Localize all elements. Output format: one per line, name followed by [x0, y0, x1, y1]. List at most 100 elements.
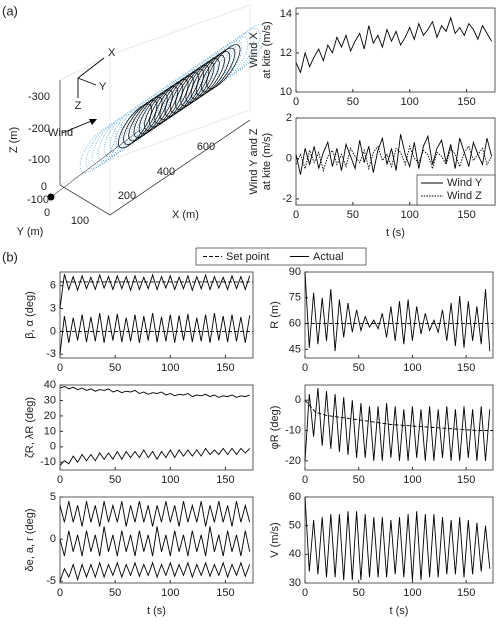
y-tick-label: 3 [50, 302, 56, 314]
y-tick-label: -100 [27, 194, 49, 206]
plot-frame [59, 384, 254, 471]
x-tick-label: 50 [347, 96, 359, 108]
x-tick-label: 50 [109, 587, 121, 599]
x-tick-label: 150 [216, 362, 234, 374]
plot-frame [304, 271, 494, 359]
flight-cloud [109, 106, 147, 153]
x-tick-label: 100 [403, 587, 421, 599]
y-tick-label: 0 [50, 325, 56, 337]
x-tick-label: 100 [161, 587, 179, 599]
x-tick-label: 0 [57, 587, 63, 599]
flight-cloud [133, 89, 171, 137]
z-tick-label: -300 [28, 91, 50, 103]
y-tick-label: -20 [285, 455, 301, 467]
y-axis-label: Wind Y and Z [248, 128, 260, 195]
x-tick-label: 150 [216, 587, 234, 599]
kite-loop [206, 44, 241, 89]
y-tick-label: -5 [46, 575, 56, 587]
y-tick-label: 75 [289, 292, 301, 304]
x-axis-label: t (s) [390, 605, 409, 617]
y-axis-label: at kite (m/s) [261, 133, 273, 190]
chart-legend [416, 174, 496, 206]
flight-cloud [139, 85, 177, 133]
x-tick-label: 50 [353, 587, 365, 599]
y-tick-label: 30 [289, 577, 301, 589]
series-line [59, 273, 251, 309]
plot-frame [295, 7, 496, 93]
scene-3d [47, 4, 267, 216]
flight-cloud [85, 122, 123, 170]
y-tick-label: 90 [289, 266, 301, 278]
annotation: X [108, 47, 116, 59]
y-tick-label: 10 [280, 86, 292, 98]
series-line [304, 399, 493, 431]
flight-cloud [217, 32, 255, 80]
y-axis-label: β, α (deg) [24, 291, 36, 339]
y-tick-label: 40 [289, 548, 301, 560]
y-tick-label: 0 [44, 207, 50, 219]
x-tick-label: 0 [57, 474, 63, 486]
y-tick-label: 12 [280, 47, 292, 59]
flight-cloud [223, 28, 261, 75]
x-axis-label: t (s) [386, 227, 405, 239]
x-axis-label: X (m) [172, 209, 199, 221]
x-tick-label: 100 [401, 96, 419, 108]
y-tick-label: 6 [50, 280, 56, 292]
kite-loop [190, 54, 225, 100]
legend-label: Wind Z [447, 190, 482, 202]
x-axis-label: t (s) [147, 605, 166, 617]
x-tick-label: 0 [293, 209, 299, 221]
y-tick-label: -2 [282, 193, 292, 205]
x-tick-label: 400 [157, 166, 175, 178]
x-tick-label: 50 [353, 474, 365, 486]
flight-cloud [79, 126, 117, 174]
tether [50, 129, 141, 198]
y-axis-label: R (m) [269, 301, 281, 329]
plot-frame [295, 117, 496, 206]
flight-cloud [193, 48, 231, 96]
z-tick-label: 0 [41, 181, 47, 193]
y-tick-label: 60 [289, 318, 301, 330]
y-axis-label: φR (deg) [269, 406, 281, 450]
y-tick-label: 0 [50, 441, 56, 453]
y-axis-label: Y (m) [17, 226, 44, 238]
plot-frame [304, 496, 494, 584]
x-tick-label: 150 [457, 96, 475, 108]
flight-cloud [145, 81, 183, 129]
y-tick-label: 45 [289, 343, 301, 355]
y-tick-label: 0 [286, 152, 292, 164]
series-line [295, 16, 492, 74]
legend-label: Set point [226, 251, 269, 263]
x-tick-label: 150 [457, 587, 475, 599]
y-tick-label: 5 [50, 491, 56, 503]
x-tick-label: 50 [347, 209, 359, 221]
plot-frame [59, 271, 254, 359]
y-tick-label: 14 [280, 8, 292, 20]
y-tick-label: 30 [44, 394, 56, 406]
y-tick-label: -3 [46, 348, 56, 360]
x-tick-label: 100 [403, 474, 421, 486]
y-axis-label: at kite (m/s) [261, 21, 273, 78]
kite-loop [201, 47, 236, 93]
y-axis-label: δe, a, r (deg) [24, 509, 36, 572]
z-axis-label: Z (m) [8, 127, 20, 153]
series-line [295, 134, 493, 175]
x-tick-label: 0 [293, 96, 299, 108]
x-tick-label: 150 [457, 474, 475, 486]
y-tick-label: 60 [289, 491, 301, 503]
series-line [304, 271, 491, 352]
x-tick-label: 100 [161, 362, 179, 374]
x-tick-label: 150 [216, 474, 234, 486]
flight-cloud [103, 110, 141, 157]
annotation: Wind [48, 127, 73, 139]
x-tick-label: 0 [302, 362, 308, 374]
x-tick-label: 50 [109, 362, 121, 374]
panel-label: (a) [2, 3, 18, 18]
y-tick-label: 0 [50, 533, 56, 545]
x-tick-label: 0 [302, 587, 308, 599]
x-tick-label: 0 [302, 474, 308, 486]
x-tick-label: 100 [161, 474, 179, 486]
y-axis-label: V (m/s) [269, 522, 281, 557]
x-tick-label: 150 [457, 362, 475, 374]
kite-loop [196, 51, 230, 96]
